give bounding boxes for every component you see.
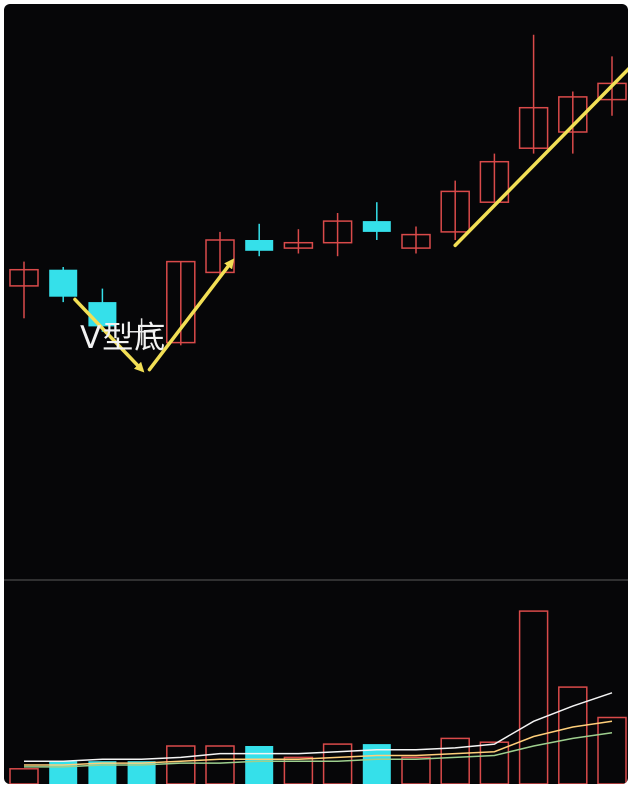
- volume-bar: [166, 745, 196, 784]
- candle-body: [440, 190, 470, 233]
- volume-bar: [558, 686, 588, 784]
- candle-body: [166, 260, 196, 344]
- volume-bar: [205, 745, 235, 784]
- trend-arrows: [73, 58, 628, 373]
- candlestick-chart: [4, 34, 628, 784]
- volume-bar: [401, 756, 431, 784]
- volume-bar: [283, 756, 314, 784]
- volume-pane: [9, 610, 627, 784]
- volume-bar: [440, 737, 470, 784]
- volume-bar: [597, 716, 627, 784]
- volume-bar: [127, 761, 156, 784]
- volume-ma-yellow-line: [24, 720, 613, 766]
- candle-body: [88, 302, 117, 327]
- trend-arrow: [453, 58, 628, 248]
- v-bottom-annotation: V型底: [80, 320, 167, 356]
- volume-bar: [245, 746, 274, 784]
- candle-body: [49, 269, 78, 297]
- candle-body: [9, 268, 39, 287]
- volume-bar: [88, 761, 117, 784]
- volume-bar: [479, 741, 510, 784]
- candle-body: [322, 220, 353, 244]
- volume-bar: [9, 768, 39, 784]
- candle-body: [518, 106, 549, 149]
- volume-ma-green-line: [24, 731, 613, 768]
- candle-body: [558, 96, 588, 133]
- volume-ma-white-line: [24, 692, 613, 762]
- candle-body: [205, 239, 235, 274]
- candle-body: [479, 160, 510, 203]
- candle-body: [283, 241, 314, 249]
- trend-arrow: [73, 297, 145, 373]
- candle-body: [245, 240, 274, 251]
- candle-body: [401, 233, 431, 249]
- volume-bar: [322, 743, 353, 784]
- volume-bar: [518, 610, 549, 784]
- chart-frame: V型底: [4, 4, 628, 784]
- price-pane: [9, 34, 627, 346]
- candle-body: [362, 221, 391, 232]
- trend-arrow: [147, 258, 235, 372]
